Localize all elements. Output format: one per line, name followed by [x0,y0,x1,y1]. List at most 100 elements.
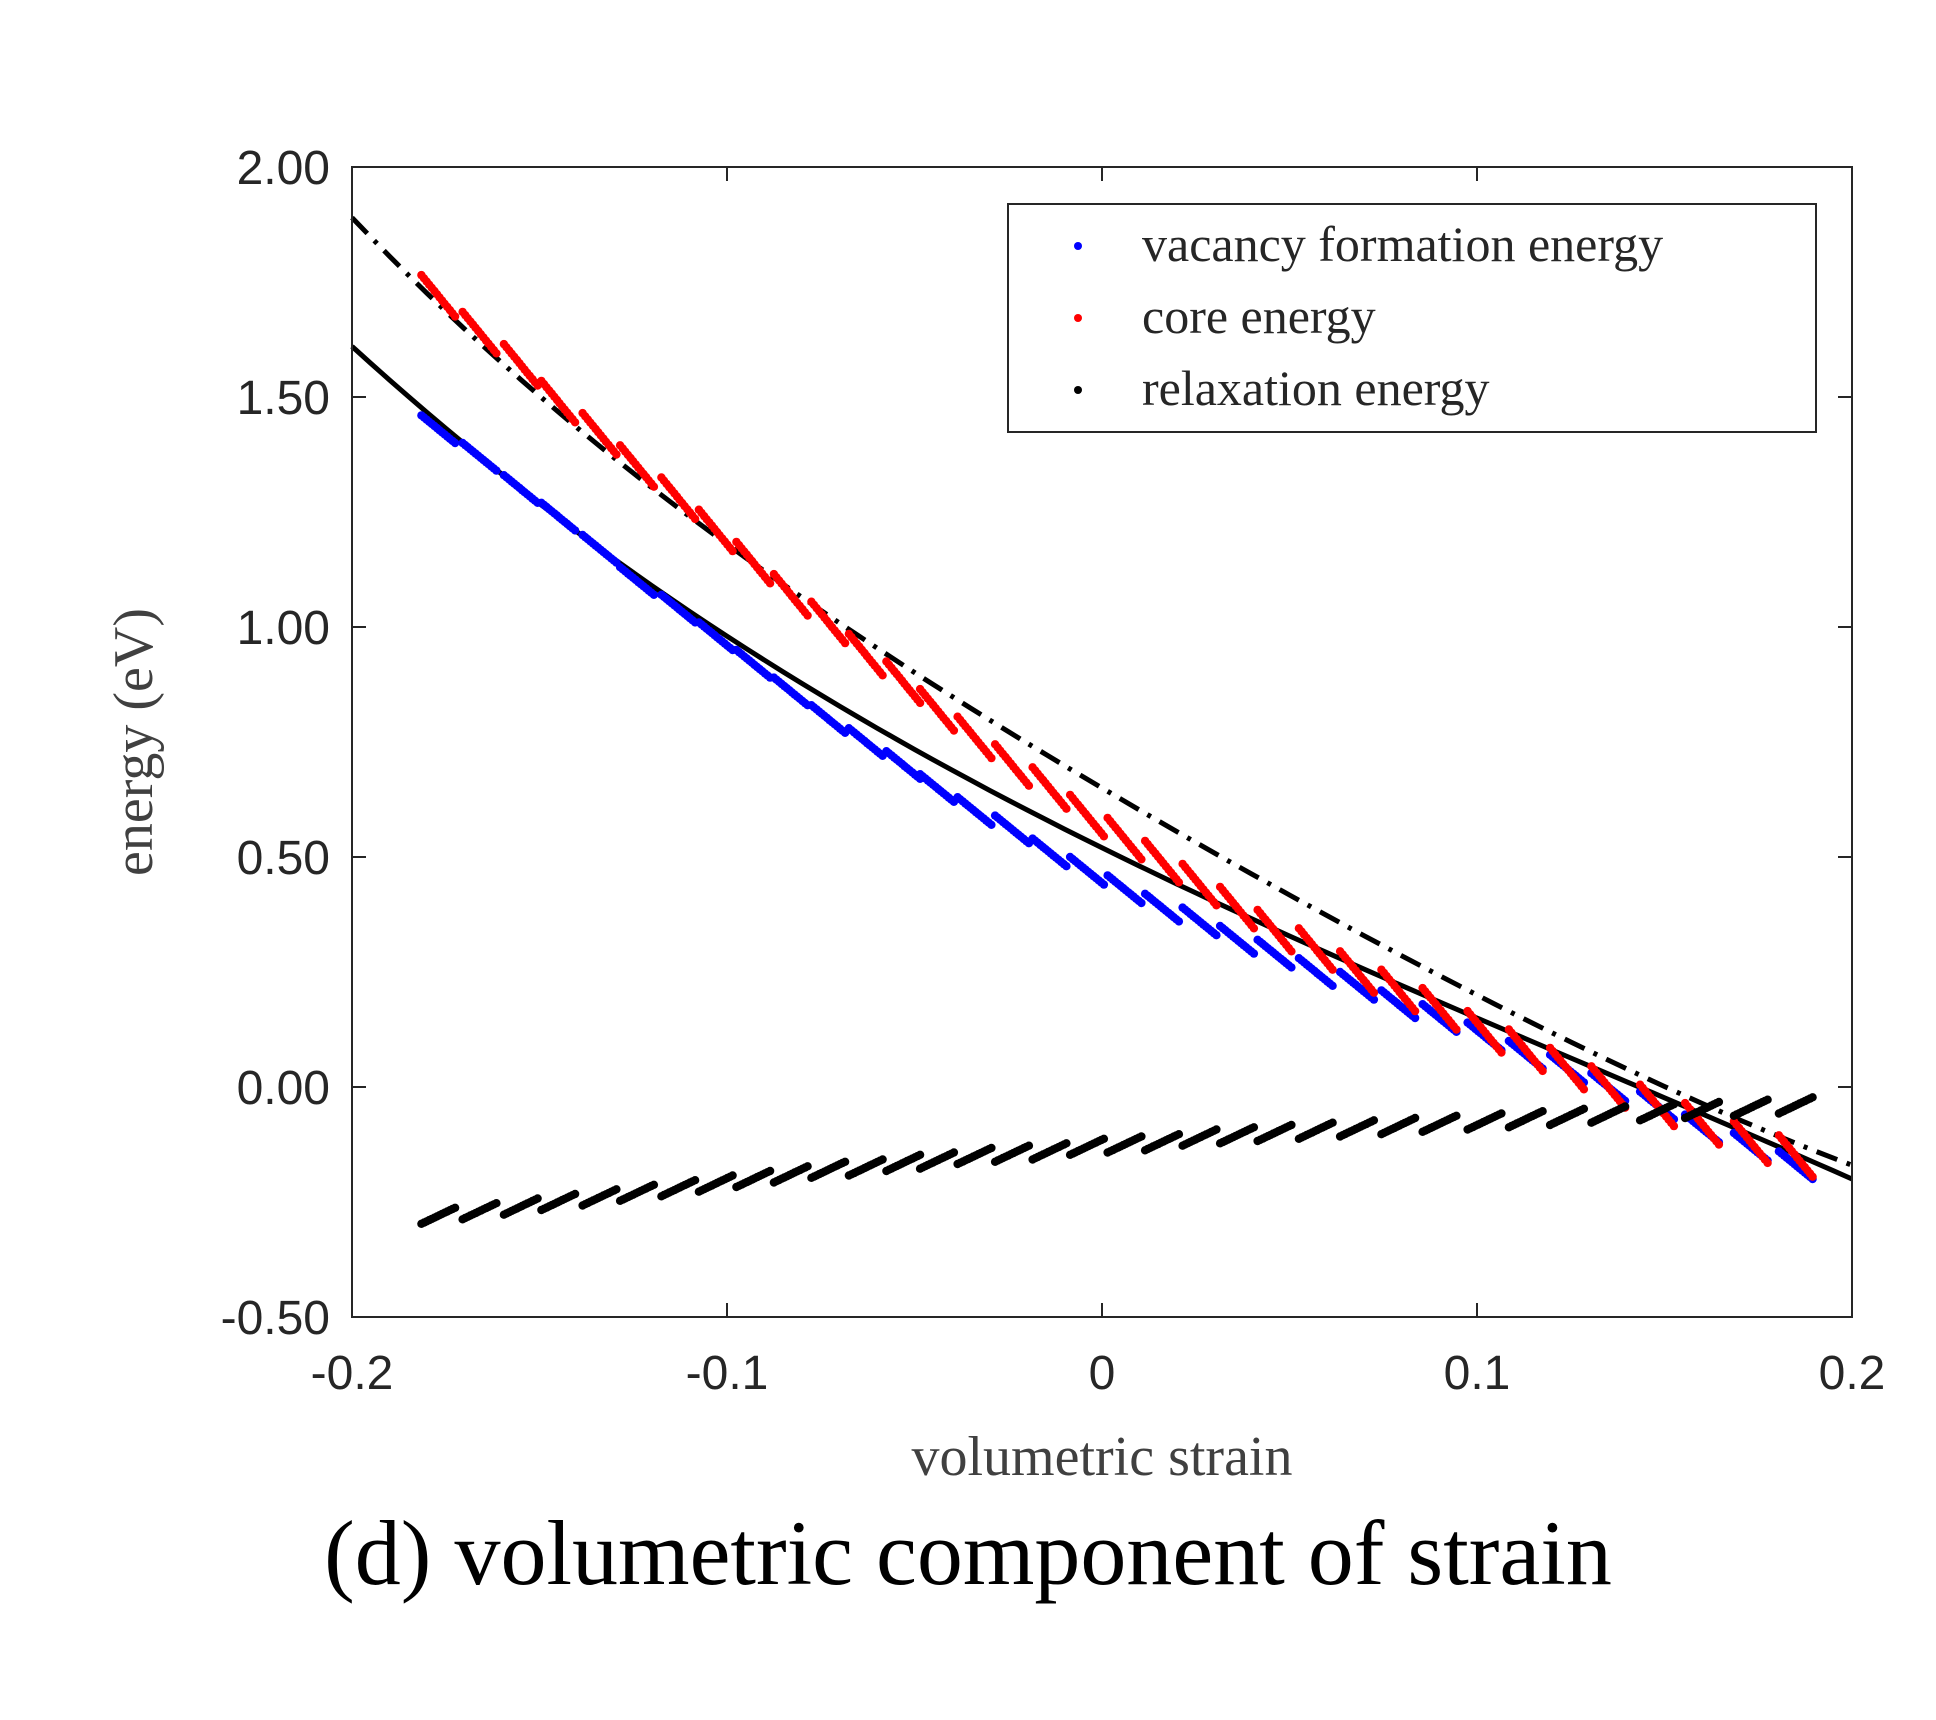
y-tick-labels: -0.50 0.00 0.50 1.00 1.50 2.00 [221,142,330,1345]
point-core-energy [803,611,812,620]
point-relaxation-energy [533,1194,542,1203]
point-relaxation-energy [1287,1120,1296,1130]
x-tick-label: 0.2 [1819,1347,1886,1400]
point-relaxation-energy [1452,1111,1461,1121]
point-relaxation-energy [1062,1139,1071,1148]
point-relaxation-energy [1808,1093,1817,1102]
point-core-energy [1099,832,1109,841]
x-axis-label: volumetric strain [911,1426,1292,1488]
figure-caption: (d) volumetric component of strain [324,1502,1612,1604]
point-relaxation-energy [1249,1123,1259,1132]
point-relaxation-energy [728,1171,737,1180]
point-relaxation-energy [1538,1107,1547,1116]
point-core-energy [570,418,580,427]
legend-label-vacancy: vacancy formation energy [1142,216,1663,272]
point-relaxation-energy [987,1143,996,1153]
point-core-energy [1763,1158,1772,1168]
point-core-energy [1669,1121,1679,1131]
point-core-energy [450,312,460,321]
point-relaxation-energy [1328,1118,1337,1127]
y-tick-label: 2.00 [237,142,330,195]
x-tick-label: 0 [1089,1347,1116,1400]
fit-curve-dashdot [350,215,1853,1168]
x-tick-label: -0.2 [311,1347,394,1400]
point-core-energy [1538,1066,1547,1076]
point-relaxation-energy [492,1199,501,1208]
legend-label-relaxation: relaxation energy [1142,360,1490,416]
point-vacancy-formation-energy [1328,981,1337,990]
point-core-energy [1808,1172,1817,1181]
point-relaxation-energy [690,1176,700,1185]
point-vacancy-formation-energy [492,466,501,475]
point-core-energy [1369,988,1379,997]
point-vacancy-formation-energy [1410,1013,1420,1023]
point-core-energy [915,698,925,708]
point-core-energy [1497,1048,1506,1057]
point-vacancy-formation-energy [1174,917,1184,926]
point-vacancy-formation-energy [649,590,659,599]
point-core-energy [649,482,659,491]
y-tick-label: 1.50 [237,372,330,425]
point-relaxation-energy [1763,1095,1772,1104]
point-core-energy [949,726,959,735]
point-core-energy [728,546,737,556]
point-core-energy [1137,855,1146,864]
x-tick-label: -0.1 [686,1347,769,1400]
point-relaxation-energy [1212,1125,1221,1134]
point-core-energy [1287,947,1296,956]
legend-box [1007,203,1817,433]
point-core-energy [690,514,700,524]
point-relaxation-energy [1579,1104,1589,1114]
point-core-energy [1062,804,1071,813]
point-core-energy [840,638,850,648]
point-relaxation-energy [649,1180,659,1190]
point-core-energy [1714,1140,1724,1149]
plot-frame [351,166,1853,1318]
point-core-energy [1174,878,1184,887]
point-relaxation-energy [915,1150,925,1160]
point-vacancy-formation-energy [1062,862,1071,871]
point-core-energy [1579,1085,1589,1094]
point-vacancy-formation-energy [1099,880,1109,889]
legend-marker-relaxation [1074,386,1082,394]
point-relaxation-energy [1714,1097,1724,1107]
point-relaxation-energy [1137,1132,1146,1141]
scatter-points [417,270,1817,1229]
legend-label-core: core energy [1142,288,1376,344]
point-core-energy [612,450,621,459]
point-relaxation-energy [1369,1116,1379,1125]
point-relaxation-energy [1410,1113,1420,1123]
point-relaxation-energy [1497,1109,1506,1118]
y-tick-label: 0.50 [237,832,330,885]
y-tick-label: -0.50 [221,1292,330,1345]
point-vacancy-formation-energy [570,526,580,535]
y-tick-label: 1.00 [237,602,330,655]
point-vacancy-formation-energy [987,820,996,829]
x-tick-labels: -0.2 -0.1 0 0.1 0.2 [311,1347,1886,1400]
point-core-energy [1410,1006,1420,1016]
point-relaxation-energy [570,1189,580,1199]
point-core-energy [1212,901,1221,910]
point-relaxation-energy [612,1185,621,1194]
point-relaxation-energy [949,1148,959,1157]
point-relaxation-energy [1099,1134,1109,1144]
point-core-energy [1024,781,1034,790]
point-relaxation-energy [803,1162,812,1171]
point-relaxation-energy [840,1157,850,1167]
point-vacancy-formation-energy [1249,949,1259,958]
point-relaxation-energy [765,1166,775,1176]
point-vacancy-formation-energy [1287,963,1296,972]
point-relaxation-energy [878,1155,887,1164]
point-vacancy-formation-energy [1369,995,1379,1004]
point-relaxation-energy [450,1203,460,1213]
point-core-energy [1452,1025,1461,1034]
point-core-energy [1328,965,1337,974]
legend: vacancy formation energy core energy rel… [1007,203,1817,433]
point-relaxation-energy [1620,1102,1630,1111]
point-relaxation-energy [1024,1141,1034,1150]
point-core-energy [765,579,775,588]
x-tick-label: 0.1 [1444,1347,1511,1400]
point-core-energy [492,349,501,358]
legend-marker-core [1074,314,1082,322]
